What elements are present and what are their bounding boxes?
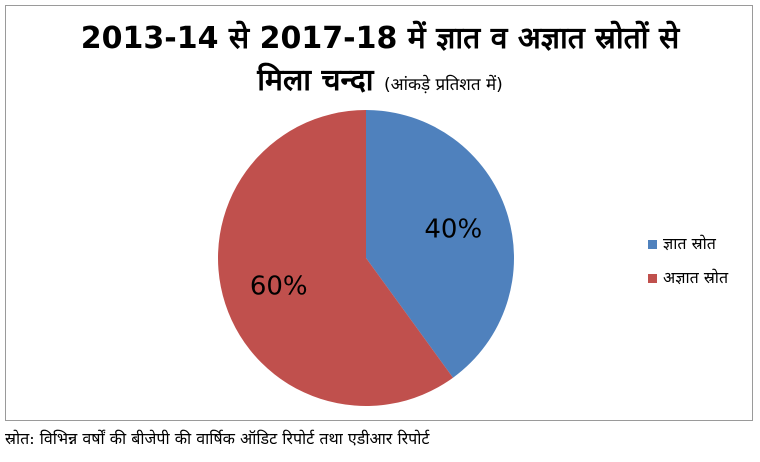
chart-title: 2013-14 से 2017-18 में ज्ञात व अज्ञात स्…: [20, 18, 740, 106]
source-note: स्रोत: विभिन्न वर्षों की बीजेपी की वार्ष…: [5, 429, 430, 448]
pie-data-label-unknown-sources: 60%: [250, 271, 308, 301]
legend-item-unknown-sources: अज्ञात स्रोत: [648, 268, 728, 288]
pie-slice-known-sources: [366, 110, 515, 378]
legend-swatch-known-sources: [648, 239, 657, 249]
pie-data-labels: 40% 60%: [250, 215, 482, 302]
pie-data-label-known-sources: 40%: [424, 215, 482, 245]
legend-label-unknown-sources: अज्ञात स्रोत: [663, 268, 729, 287]
pie-slices: [218, 110, 515, 406]
chart-title-line2: मिला चन्दा (आंकड़े प्रतिशत में): [20, 60, 740, 106]
chart-subtitle: (आंकड़े प्रतिशत में): [383, 75, 503, 95]
legend-swatch-unknown-sources: [648, 273, 657, 283]
pie-slice-unknown-sources: [218, 110, 453, 406]
legend-item-known-sources: ज्ञात स्रोत: [648, 234, 728, 254]
chart-legend: ज्ञात स्रोत अज्ञात स्रोत: [648, 234, 728, 302]
legend-label-known-sources: ज्ञात स्रोत: [663, 234, 716, 253]
chart-title-line1: 2013-14 से 2017-18 में ज्ञात व अज्ञात स्…: [80, 21, 680, 56]
chart-title-line2-text: मिला चन्दा: [257, 63, 374, 98]
